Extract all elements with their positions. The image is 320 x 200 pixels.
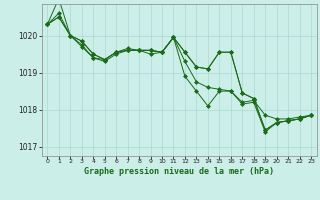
X-axis label: Graphe pression niveau de la mer (hPa): Graphe pression niveau de la mer (hPa) bbox=[84, 167, 274, 176]
